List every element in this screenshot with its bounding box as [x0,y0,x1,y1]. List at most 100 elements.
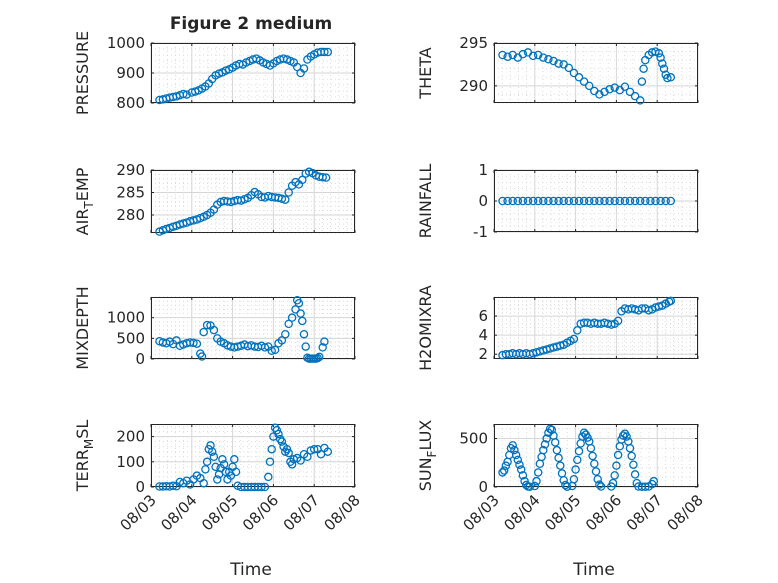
subplot-pressure: 800 900 1000 PRESSURE [73,31,356,115]
series-markers [155,47,333,105]
data-point [630,470,640,479]
y-axis-label: RAINFALL [416,164,435,239]
data-point [231,467,241,477]
data-point [516,465,526,474]
data-point [573,455,582,465]
axes-frame [151,297,355,359]
y-tick-label: 0 [478,192,488,210]
data-point [639,64,648,73]
data-point [590,459,599,468]
subplot-air-temp: 280 285 290 AIRTEMP [73,161,356,236]
data-point [569,68,579,78]
data-point [533,50,543,60]
data-point [666,296,676,306]
y-axis-label-part: SL [73,420,92,439]
y-tick-label: 0 [135,350,145,368]
data-point [508,50,517,60]
data-point [612,461,621,470]
data-point [260,343,270,352]
data-point [618,431,628,440]
y-axis-label-part: PRESSURE [73,31,92,115]
axes-background [151,170,355,233]
data-point [574,196,584,206]
y-axis-label-part: H2OMIXRA [416,285,435,371]
data-point [613,450,623,460]
data-point [564,196,574,206]
data-point [209,325,219,335]
data-point [320,337,329,346]
data-point [202,457,212,467]
data-point [550,438,560,447]
data-point [264,472,273,482]
data-point [207,447,217,456]
data-point [499,466,509,475]
subplot-h2omixra: 246 H2OMIXRA [416,285,699,371]
data-point [552,445,562,455]
y-axis-label: AIRTEMP [73,167,96,235]
y-tick-label: 200 [116,428,145,446]
subplot-rainfall: -1 0 1 RAINFALL [416,161,699,241]
data-point [588,451,597,461]
data-point [498,50,507,60]
data-point [584,81,594,91]
data-point [658,59,667,68]
y-axis-label: SUNFLUX [416,420,439,492]
data-point [323,447,333,456]
y-axis-label-subscript: F [425,450,439,457]
data-point [219,460,229,469]
series-markers [498,196,676,206]
axes-frame [151,424,355,487]
data-point [503,52,512,61]
data-point [595,196,604,206]
data-point [533,468,543,477]
data-point [573,326,582,335]
data-point [277,194,287,204]
data-point [284,448,293,458]
data-point [593,474,602,484]
data-point [209,452,219,462]
data-point [547,425,557,435]
data-point [620,82,630,91]
data-point [559,196,568,206]
data-point [291,305,300,314]
data-point [607,320,616,329]
data-point [284,319,293,329]
data-point [508,196,517,206]
data-point [625,87,635,97]
y-tick-label: 1000 [107,34,145,52]
data-point [539,53,548,62]
y-tick-label: 280 [116,206,145,224]
data-point [525,482,534,492]
data-point [661,196,670,206]
data-point [549,56,558,66]
series-markers [155,167,331,236]
data-point [635,196,645,206]
data-point [518,471,528,480]
data-point [281,195,290,204]
data-point [267,346,276,355]
data-point [511,450,521,460]
data-point [544,196,553,206]
y-axis-label-part: THETA [416,47,435,99]
data-point [554,59,563,68]
y-axis-label-part: MIXDEPTH [73,286,92,369]
data-point [595,480,604,489]
series-markers [155,296,329,363]
data-point [586,443,596,453]
data-point [199,478,208,488]
data-point [528,51,538,61]
data-point [309,444,319,454]
data-point [539,445,548,455]
data-point [189,338,198,348]
data-point [595,90,604,99]
data-point [559,475,568,485]
data-point [296,456,305,465]
y-tick-label: 290 [459,77,488,95]
data-point [649,476,659,486]
data-point [542,434,551,443]
data-point [298,175,307,185]
data-point [651,196,660,206]
x-axis-label-right: Time [572,560,615,580]
data-point [518,49,528,59]
data-point [574,446,584,456]
